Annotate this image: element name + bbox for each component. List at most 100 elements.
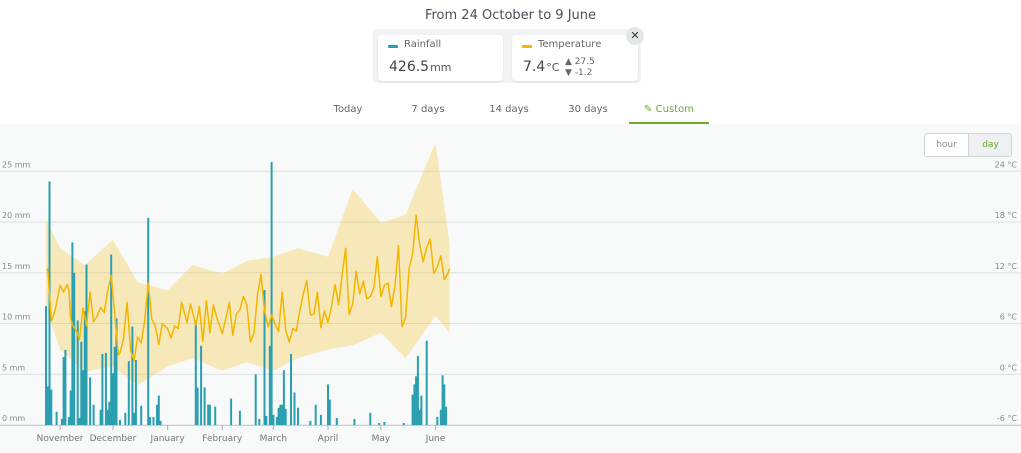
rainfall-bar	[258, 418, 261, 425]
rainfall-bar	[290, 353, 292, 425]
temperature-legend-card[interactable]: Temperature 7.4°C ▲ 27.5 ▼ -1.2	[512, 35, 638, 81]
rainfall-bar	[80, 341, 83, 425]
rainfall-legend-card[interactable]: Rainfall 426.5mm	[378, 35, 503, 81]
rainfall-bar	[124, 412, 127, 425]
resolution-toggle: hour day	[924, 133, 1012, 157]
rainfall-bar	[293, 392, 296, 425]
rainfall-bar	[45, 306, 47, 425]
tab-custom-label: Custom	[655, 104, 694, 115]
rainfall-bar	[104, 352, 107, 425]
x-axis-month-label: November	[37, 434, 84, 444]
temperature-axis-tick-label: 6 °C	[1000, 313, 1018, 322]
rainfall-bar	[265, 415, 268, 425]
x-axis-month-label: June	[425, 434, 446, 444]
tab-custom[interactable]: ✎ Custom	[629, 98, 709, 124]
temperature-legend-label: Temperature	[538, 39, 602, 50]
rain-axis-tick-label: 5 mm	[2, 363, 25, 372]
rainfall-bar	[416, 356, 419, 425]
rainfall-bar	[254, 374, 257, 426]
rainfall-bar	[284, 408, 287, 425]
rainfall-bar	[140, 405, 143, 425]
temperature-max-value: 27.5	[574, 57, 595, 67]
tab-7-days[interactable]: 7 days	[411, 104, 445, 115]
temperature-axis-tick-label: -6 °C	[997, 414, 1018, 423]
rainfall-bar	[46, 386, 49, 425]
rainfall-bar	[309, 420, 312, 425]
rainfall-legend-label: Rainfall	[404, 39, 442, 50]
rainfall-bar	[62, 357, 65, 425]
rainfall-bar	[425, 340, 428, 425]
rainfall-bar	[110, 254, 113, 425]
rainfall-bar	[263, 290, 266, 425]
rainfall-bar	[279, 404, 282, 425]
rainfall-bar	[147, 217, 150, 425]
rainfall-bar	[418, 409, 421, 425]
close-icon[interactable]: ✕	[626, 27, 644, 45]
rainfall-bar	[230, 398, 233, 425]
rainfall-bar	[101, 353, 104, 425]
temperature-min: ▼ -1.2	[565, 68, 592, 78]
rainfall-bar	[133, 412, 136, 425]
rain-axis-tick-label: 20 mm	[2, 211, 31, 220]
rainfall-bar	[99, 409, 102, 425]
rainfall-bar	[328, 399, 331, 425]
rainfall-bar	[157, 395, 160, 425]
rainfall-bar	[335, 417, 338, 425]
rainfall-bar	[436, 416, 439, 425]
rainfall-bar	[89, 377, 92, 425]
max-arrow-icon: ▲	[565, 57, 572, 67]
rainfall-total: 426.5mm	[389, 59, 452, 75]
rainfall-bar	[64, 349, 67, 425]
rainfall-bar	[411, 394, 414, 425]
rainfall-bar	[194, 320, 197, 425]
rainfall-bar	[78, 417, 81, 425]
rainfall-legend-swatch	[388, 45, 398, 48]
rainfall-bar	[281, 404, 284, 425]
rainfall-bar	[415, 376, 418, 425]
rainfall-bar	[115, 318, 118, 425]
tab-today[interactable]: Today	[333, 104, 363, 115]
tab-14-days[interactable]: 14 days	[489, 104, 529, 115]
rainfall-bar	[319, 414, 322, 425]
rainfall-bar	[196, 387, 199, 425]
temperature-axis-tick-label: 0 °C	[1000, 363, 1018, 372]
rainfall-bar	[203, 387, 206, 425]
rainfall-bar	[106, 409, 109, 425]
rainfall-bar	[112, 373, 114, 425]
rainfall-bar	[152, 416, 155, 425]
rainfall-bar	[314, 404, 317, 425]
rainfall-bar	[92, 404, 95, 425]
rainfall-bar	[73, 272, 76, 426]
toggle-hour[interactable]: hour	[925, 134, 968, 156]
x-axis-month-label: May	[372, 434, 391, 444]
rainfall-bar	[420, 395, 423, 425]
rainfall-total-value: 426.5	[389, 59, 430, 75]
rainfall-bar	[369, 412, 372, 425]
toggle-day[interactable]: day	[968, 134, 1011, 156]
temperature-axis-tick-label: 18 °C	[995, 211, 1018, 220]
rainfall-bar	[134, 360, 137, 425]
x-axis-month-label: January	[150, 434, 186, 444]
rainfall-bar	[297, 407, 299, 425]
temperature-range-area	[46, 142, 450, 386]
temperature-max: ▲ 27.5	[565, 57, 595, 67]
legend-panel: Rainfall 426.5mm Temperature 7.4°C ▲ 27.…	[373, 27, 644, 83]
rainfall-bar	[55, 411, 58, 425]
temperature-line	[46, 214, 451, 362]
tab-30-days[interactable]: 30 days	[568, 104, 608, 115]
rainfall-bar	[277, 407, 280, 425]
rainfall-bar	[413, 384, 416, 425]
rainfall-bar	[353, 418, 356, 425]
rainfall-bar	[76, 320, 79, 425]
rainfall-bar	[69, 390, 72, 425]
rainfall-bar	[443, 384, 446, 425]
temperature-axis-tick-label: 12 °C	[995, 262, 1018, 271]
rainfall-bar	[402, 423, 405, 425]
x-axis-month-label: February	[202, 434, 243, 444]
rain-axis-tick-label: 10 mm	[2, 313, 31, 322]
rainfall-bar	[149, 416, 151, 425]
rainfall-bar	[156, 404, 158, 425]
rainfall-bar	[67, 416, 70, 425]
rainfall-total-unit: mm	[430, 61, 452, 74]
rain-axis-tick-label: 0 mm	[2, 414, 25, 423]
